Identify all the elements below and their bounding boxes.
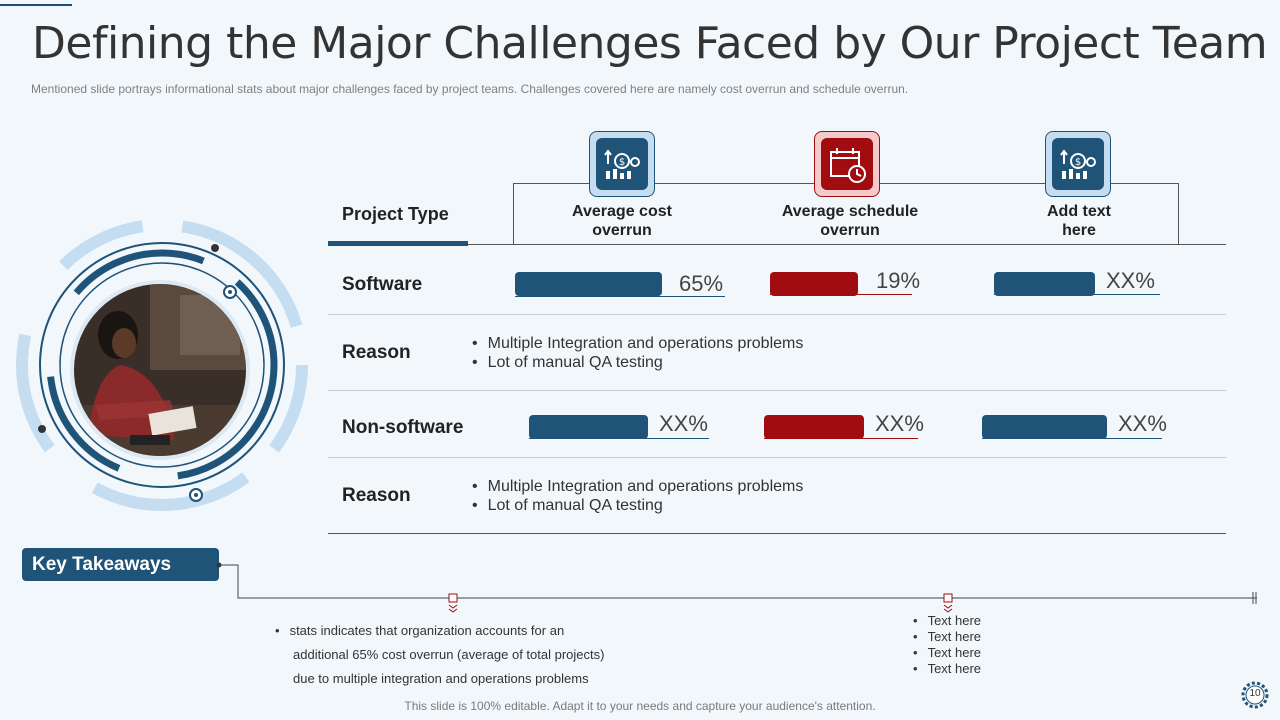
takeaway-right-bullets: Text here Text here Text here Text here [913,613,981,677]
ring-thin-1 [39,242,285,488]
ring-thin-2 [59,262,265,468]
nonsoftware-addtext-bar [982,415,1107,439]
row-label-software: Software [342,274,423,295]
list-item: Multiple Integration and operations prob… [472,334,804,353]
money-gear-chart-icon: $ [589,131,655,197]
takeaways-connector [216,562,1257,613]
top-accent-line [0,4,72,6]
software-schedule-bar [770,272,858,296]
software-addtext-bar [994,272,1095,296]
project-type-header: Project Type [342,204,449,224]
photo-ring-graphic [16,219,308,511]
row-divider [328,314,1226,315]
nonsoftware-cost-value: XX% [659,411,708,436]
list-item: Lot of manual QA testing [472,353,803,372]
software-schedule-underline [770,294,912,295]
nonsoftware-schedule-value: XX% [875,411,924,436]
column-header-add-text: Add text here [1047,203,1111,239]
page-number-badge: 10 [1238,678,1272,712]
list-item: Text here [913,613,981,629]
ring-dot [211,244,219,252]
ring-dot [38,425,46,433]
svg-text:$: $ [619,157,625,168]
nonsoftware-schedule-bar [764,415,864,439]
row-label-non-software: Non-software [342,417,464,438]
list-item: Lot of manual QA testing [472,496,803,515]
ring-thick [46,249,278,481]
software-cost-underline [515,296,725,297]
reason-2-bullets: Multiple Integration and operations prob… [472,477,804,515]
nonsoftware-schedule-underline [764,438,918,439]
takeaway-left-text: • stats indicates that organization accou… [275,623,605,686]
reason-1-bullets: Multiple Integration and operations prob… [472,334,804,372]
column-header-schedule: Average schedule overrun [781,203,919,239]
software-addtext-value: XX% [1106,268,1155,293]
page-title: Defining the Major Challenges Faced by O… [32,18,1268,69]
list-item: Multiple Integration and operations prob… [472,477,804,496]
software-cost-value: 65% [679,271,724,296]
row-divider [328,457,1226,458]
calendar-clock-icon [814,131,880,197]
row-label-reason-2: Reason [342,485,411,506]
row-divider [328,390,1226,391]
table-bottom-line [328,533,1226,534]
row-label-reason-1: Reason [342,342,411,363]
page-number: 10 [1249,688,1261,699]
nonsoftware-cost-underline [529,438,709,439]
list-item: Text here [913,629,981,645]
gear-icon [1241,681,1269,709]
nonsoftware-cost-bar [529,415,648,439]
project-type-underline [328,241,468,246]
key-takeaways-label: Key Takeaways [22,548,219,581]
software-schedule-value: 19% [876,268,921,293]
list-item: Text here [913,645,981,661]
header-bottom-line [468,244,1226,245]
footer-note: This slide is 100% editable. Adapt it to… [404,699,876,713]
software-cost-bar [515,272,662,296]
outer-ring-light [16,219,308,511]
software-addtext-underline [994,294,1160,295]
column-header-cost: Average cost overrun [572,203,672,239]
money-gear-chart-icon: $ [1045,131,1111,197]
list-item: Text here [913,661,981,677]
svg-text:$: $ [1075,157,1081,168]
nonsoftware-addtext-underline [982,438,1162,439]
page-subtitle: Mentioned slide portrays informational s… [31,82,909,96]
nonsoftware-addtext-value: XX% [1118,411,1167,436]
